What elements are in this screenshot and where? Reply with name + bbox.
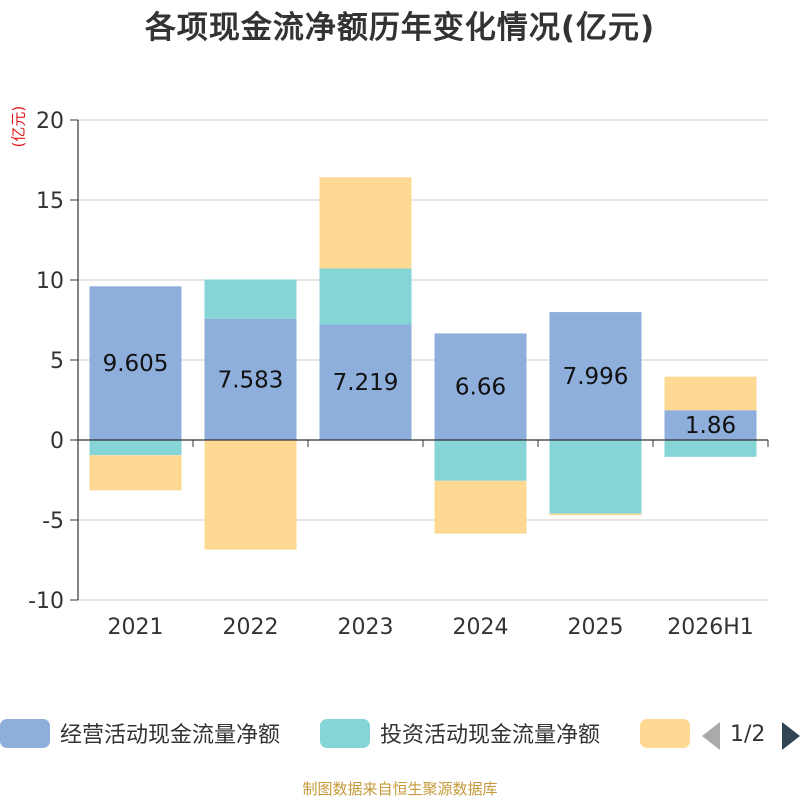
bar-segment-2[interactable] [89,455,182,491]
x-tick-label: 2021 [108,615,164,640]
legend-item-investing[interactable]: 投资活动现金流量净额 [320,718,600,748]
gridlines [78,119,768,601]
legend-swatch-financing [640,718,690,748]
bar-segment-1[interactable] [549,440,642,514]
x-tick-label: 2024 [453,615,509,640]
bar-segment-1[interactable] [434,440,527,481]
data-label: 7.996 [563,364,629,390]
bar-segment-0[interactable] [434,333,527,440]
bar-segment-1[interactable] [204,279,297,319]
x-tick-label: 2022 [223,615,279,640]
bars [89,177,757,550]
legend: 经营活动现金流量净额 投资活动现金流量净额 1/2 [0,712,800,756]
bar-segment-2[interactable] [204,440,297,550]
axes: 20 15 10 5 0 -5 -10 2021 2022 2023 2024 2025 2026H1 [28,109,769,640]
bar-segment-0[interactable] [204,318,297,440]
legend-prev-page-icon[interactable] [702,722,720,750]
legend-item-financing[interactable] [640,718,690,748]
bar-segment-0[interactable] [319,324,412,440]
bar-segment-1[interactable] [89,440,182,456]
source-footnote: 制图数据来自恒生聚源数据库 [302,780,498,798]
legend-label-investing: 投资活动现金流量净额 [380,723,601,748]
data-labels: 9.605 7.583 7.219 6.66 7.996 1.86 [103,351,737,439]
data-label: 6.66 [455,375,506,401]
bar-segment-1[interactable] [319,268,412,325]
bar-segment-2[interactable] [434,480,527,534]
y-tick-label: 10 [36,269,64,294]
bar-segment-2[interactable] [319,177,412,269]
legend-label-operating: 经营活动现金流量净额 [60,723,281,748]
legend-item-operating[interactable]: 经营活动现金流量净额 [0,718,280,748]
data-label: 7.583 [218,367,284,393]
bar-segment-1[interactable] [664,440,757,457]
bar-segment-0[interactable] [89,286,182,440]
legend-pager: 1/2 [700,722,800,750]
x-tick-label: 2023 [338,615,394,640]
legend-page-indicator: 1/2 [730,722,766,747]
x-tick-label: 2026H1 [667,615,754,640]
legend-swatch-operating [0,718,50,748]
y-tick-label: -5 [42,509,64,534]
bar-segment-0[interactable] [664,410,757,440]
bar-segment-2[interactable] [664,376,757,411]
data-label: 7.219 [333,370,399,396]
data-label: 9.605 [103,351,169,377]
bar-segment-2[interactable] [549,513,642,516]
y-tick-label: 0 [50,429,64,454]
y-tick-label: -10 [28,589,64,614]
y-tick-label: 15 [36,189,64,214]
legend-swatch-investing [320,718,370,748]
y-tick-label: 20 [36,109,64,134]
data-label: 1.86 [685,413,736,439]
chart-title: 各项现金流净额历年变化情况(亿元) [144,10,656,46]
legend-next-page-icon[interactable] [782,722,800,750]
y-tick-label: 5 [50,349,64,374]
bar-segment-0[interactable] [549,312,642,440]
x-tick-label: 2025 [568,615,624,640]
